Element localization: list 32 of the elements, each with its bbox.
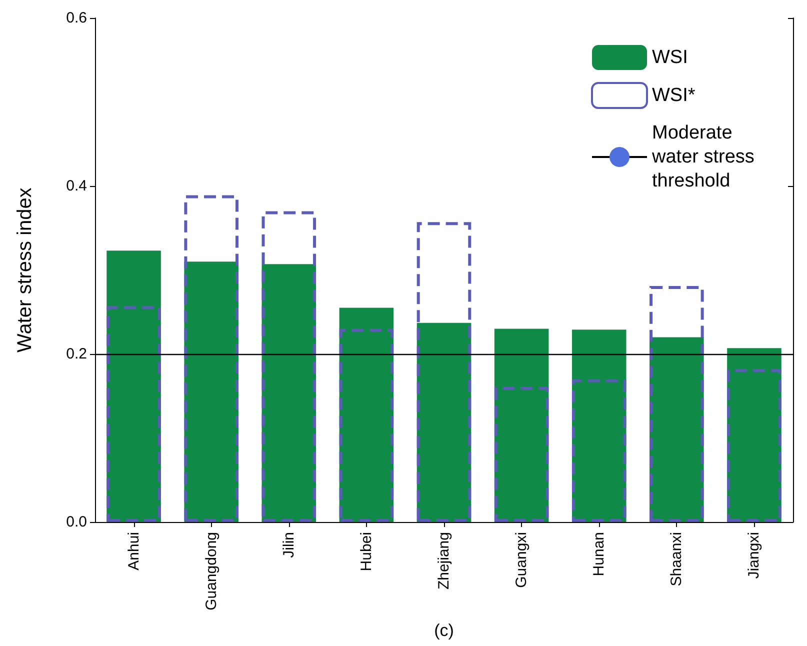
x-tick-label: Hunan: [590, 532, 608, 576]
bar: [416, 322, 472, 522]
x-tick-label: Jiangxi: [746, 532, 763, 579]
x-tick-label: Jilin: [280, 532, 298, 558]
bar: [262, 211, 316, 522]
y-tick-label: 0.4: [66, 178, 87, 194]
y-axis-title: Water stress index: [14, 188, 36, 352]
bar: [572, 379, 626, 522]
x-tick-label: Zhejiang: [436, 532, 452, 590]
legend-label: WSI: [652, 47, 688, 68]
x-tick-label: Shaanxi: [668, 532, 686, 586]
bar: [650, 286, 704, 522]
x-tick-label: Guangdong: [202, 532, 220, 610]
bar: [184, 262, 238, 522]
bar: [494, 328, 549, 522]
y-tick-label: 0.2: [66, 346, 87, 362]
x-axis-title: (c): [434, 621, 454, 640]
bar: [572, 330, 626, 522]
bar: [650, 337, 704, 522]
x-tick-label: Anhui: [125, 532, 142, 570]
y-tick-label: 0.6: [66, 10, 87, 26]
bar: [494, 386, 549, 522]
legend-label: WSI*: [652, 85, 696, 106]
bar: [184, 195, 238, 522]
bar: [106, 306, 161, 522]
bar: [262, 264, 316, 522]
x-tick-label: Guangxi: [513, 532, 530, 588]
bar: [416, 222, 472, 522]
legend-label: Moderate water stress threshold: [651, 122, 760, 192]
bar: [106, 250, 161, 522]
x-tick-label: Hubei: [358, 532, 375, 572]
y-tick-label: 0.0: [66, 514, 87, 530]
